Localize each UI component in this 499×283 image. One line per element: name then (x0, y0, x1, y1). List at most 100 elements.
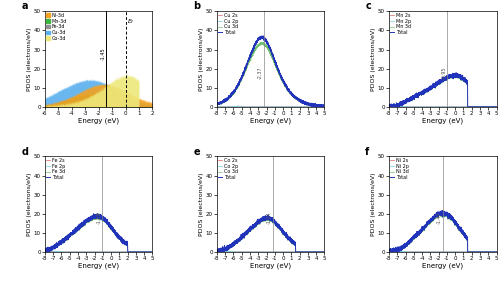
Total (83, 219, 89, 222)
Mn 3d (398, 101, 404, 104)
Co 3d (255, 222, 261, 226)
Co 2s (321, 250, 327, 254)
Co 2s (214, 250, 220, 254)
Ni 2p (398, 250, 404, 253)
Mn 2s (492, 105, 498, 108)
Total (386, 103, 392, 106)
Total (54, 246, 60, 249)
Co 2p (233, 250, 239, 254)
Line: Fe 2s: Fe 2s (45, 251, 152, 252)
Text: -1.45: -1.45 (100, 47, 105, 60)
Fe 2s (42, 250, 48, 254)
Total (308, 103, 314, 106)
X-axis label: Energy (eV): Energy (eV) (78, 117, 119, 124)
Y-axis label: PDOS (electrons/eV): PDOS (electrons/eV) (371, 27, 376, 91)
Fe 2p (88, 250, 94, 254)
Total (313, 105, 319, 108)
Total (42, 248, 48, 251)
Fe 2p (149, 250, 155, 254)
Total (427, 218, 433, 221)
Ni 2s (427, 250, 433, 254)
Cu 2s (233, 105, 239, 108)
Fe 3d (83, 220, 89, 223)
Total (260, 36, 266, 40)
Mn 2s (494, 105, 499, 108)
Co 3d (265, 215, 271, 218)
Line: Co 3d: Co 3d (217, 216, 324, 252)
Co 3d (214, 250, 220, 254)
Cu 2p (235, 104, 241, 108)
Total (480, 250, 486, 254)
Ni 2p (432, 250, 438, 254)
Co 2p (308, 250, 314, 254)
Ni 3d (432, 216, 438, 219)
Mn 2p (494, 105, 499, 108)
Cu 3d (313, 105, 319, 108)
Line: Cu 2s: Cu 2s (217, 106, 324, 107)
Mn 3d (386, 105, 392, 108)
Cu 3d (258, 40, 264, 44)
Line: Cu 2p: Cu 2p (217, 106, 324, 107)
Ni 3d (386, 250, 392, 254)
Co 2s (255, 250, 261, 254)
Cu 2s (308, 105, 314, 108)
Total (319, 250, 325, 254)
Total (136, 250, 142, 254)
Mn 2s (398, 105, 404, 108)
Fe 2s (60, 250, 66, 254)
Mn 3d (480, 105, 486, 108)
Total (386, 105, 392, 108)
Mn 2s (480, 105, 486, 108)
Ni 2p (399, 250, 405, 253)
Legend: Co 2s, Co 2p, Co 3d, Total: Co 2s, Co 2p, Co 3d, Total (218, 157, 239, 181)
Text: -1.47: -1.47 (437, 211, 442, 224)
X-axis label: Energy (eV): Energy (eV) (78, 262, 119, 269)
Co 2p (214, 250, 220, 254)
Total (432, 215, 438, 218)
Total (255, 221, 261, 225)
Total (494, 250, 499, 254)
Line: Co 2p: Co 2p (217, 251, 324, 252)
Line: Total: Total (217, 36, 324, 107)
Line: Mn 2s: Mn 2s (389, 106, 497, 107)
Ni 3d (427, 218, 433, 222)
Ni 2s (432, 250, 438, 254)
Ni 2s (405, 250, 411, 254)
Ni 3d (386, 248, 392, 251)
Fe 2s (83, 250, 89, 254)
Fe 3d (136, 250, 142, 254)
Total (321, 105, 327, 108)
Co 2p (255, 250, 261, 254)
Fe 2s (147, 250, 153, 254)
Fe 3d (147, 250, 153, 254)
Co 3d (226, 246, 232, 250)
Y-axis label: PDOS (electrons/eV): PDOS (electrons/eV) (27, 172, 32, 236)
Fe 2p (42, 250, 48, 254)
Ni 2s (494, 250, 499, 254)
Total (91, 212, 97, 215)
Fe 3d (42, 248, 48, 251)
Mn 2s (394, 104, 400, 108)
Ni 2p (405, 250, 411, 254)
Total (386, 250, 392, 254)
Total (260, 34, 266, 38)
Cu 3d (226, 95, 232, 99)
Line: Total: Total (217, 215, 324, 252)
Total (214, 248, 220, 251)
Fe 3d (54, 246, 60, 249)
Fe 2s (54, 250, 60, 254)
Mn 3d (432, 84, 438, 87)
X-axis label: Energy (eV): Energy (eV) (422, 262, 463, 269)
Line: Cu 3d: Cu 3d (217, 42, 324, 107)
Total (405, 98, 411, 102)
Mn 2s (405, 105, 411, 108)
Total (439, 209, 445, 212)
Cu 2s (226, 105, 232, 108)
Cu 2p (308, 105, 314, 108)
Ni 3d (494, 250, 499, 254)
Fe 2s (88, 250, 94, 254)
Total (492, 105, 498, 108)
Mn 2s (386, 105, 392, 108)
Total (321, 250, 327, 254)
Legend: Fe 2s, Fe 2p, Fe 3d, Total: Fe 2s, Fe 2p, Fe 3d, Total (46, 157, 65, 181)
